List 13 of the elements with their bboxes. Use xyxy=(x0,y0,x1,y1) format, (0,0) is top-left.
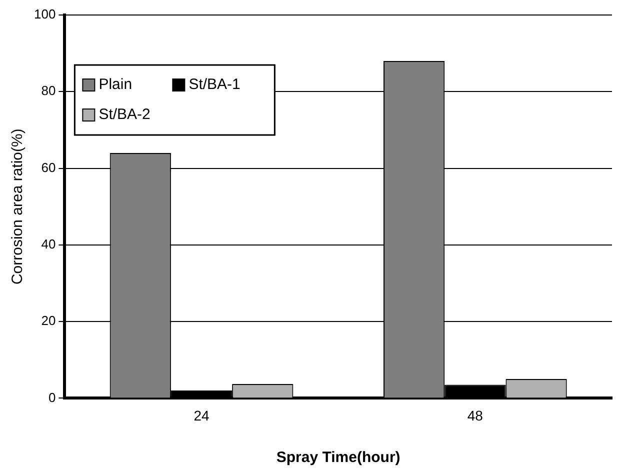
x-tick-label: 48 xyxy=(467,407,484,424)
y-tick-label: 40 xyxy=(41,236,56,252)
y-tick-label: 80 xyxy=(41,83,56,98)
legend-label: St/BA-2 xyxy=(98,106,150,124)
y-axis-title: Corrosion area ratio(%) xyxy=(9,128,26,285)
y-tick-label: 60 xyxy=(41,160,56,175)
x-axis-title: Spray Time(hour) xyxy=(276,449,400,466)
x-tick-label: 24 xyxy=(194,407,210,424)
y-tick-label: 100 xyxy=(34,6,56,22)
legend-label: St/BA-1 xyxy=(188,76,240,94)
y-tick-label: 20 xyxy=(41,313,56,328)
y-tick-label: 0 xyxy=(48,390,56,405)
legend-label: Plain xyxy=(98,76,132,94)
